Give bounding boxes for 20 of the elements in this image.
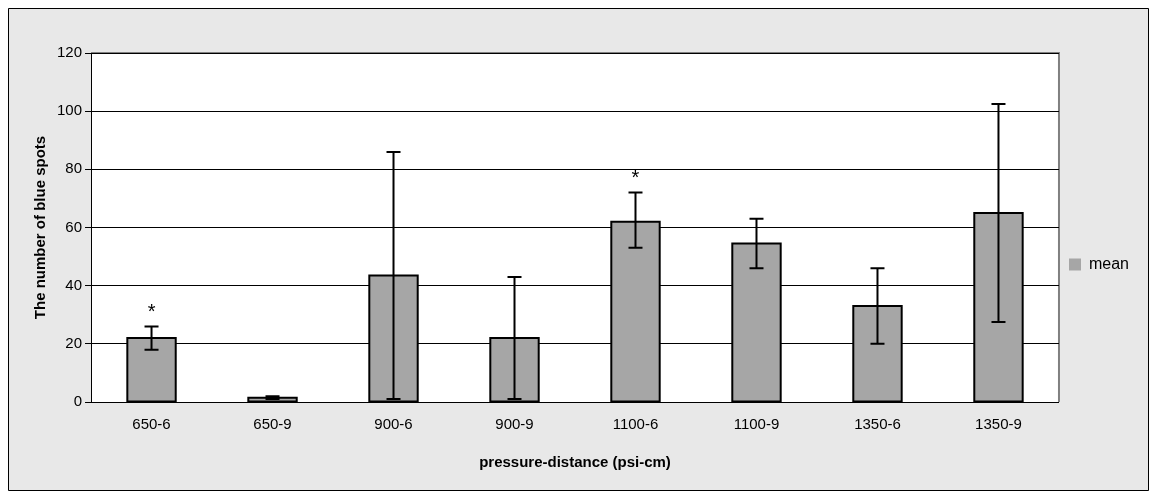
- x-tick-label: 900-9: [495, 415, 534, 433]
- legend-label: mean: [1088, 254, 1130, 272]
- x-tick-label: 650-6: [132, 415, 171, 433]
- x-tick-label: 1350-6: [854, 415, 901, 433]
- x-axis-title: pressure-distance (psi-cm): [479, 453, 671, 471]
- x-tick-label: 1350-9: [975, 415, 1022, 433]
- y-tick-label: 0: [73, 392, 83, 410]
- annotation: *: [147, 299, 156, 322]
- x-tick-label: 1100-9: [733, 415, 780, 433]
- x-tick-label: 650-9: [253, 415, 292, 433]
- y-axis-title: The number of blue spots: [31, 135, 49, 320]
- y-tick-label: 120: [57, 43, 83, 61]
- y-tick-label: 40: [65, 275, 83, 293]
- x-tick-label: 900-6: [374, 415, 413, 433]
- y-tick-label: 60: [65, 217, 83, 235]
- annotation: *: [631, 166, 640, 189]
- y-tick-label: 20: [65, 333, 83, 351]
- x-tick-label: 1100-6: [612, 415, 659, 433]
- y-tick-label: 100: [57, 101, 83, 119]
- y-tick-label: 80: [65, 159, 83, 177]
